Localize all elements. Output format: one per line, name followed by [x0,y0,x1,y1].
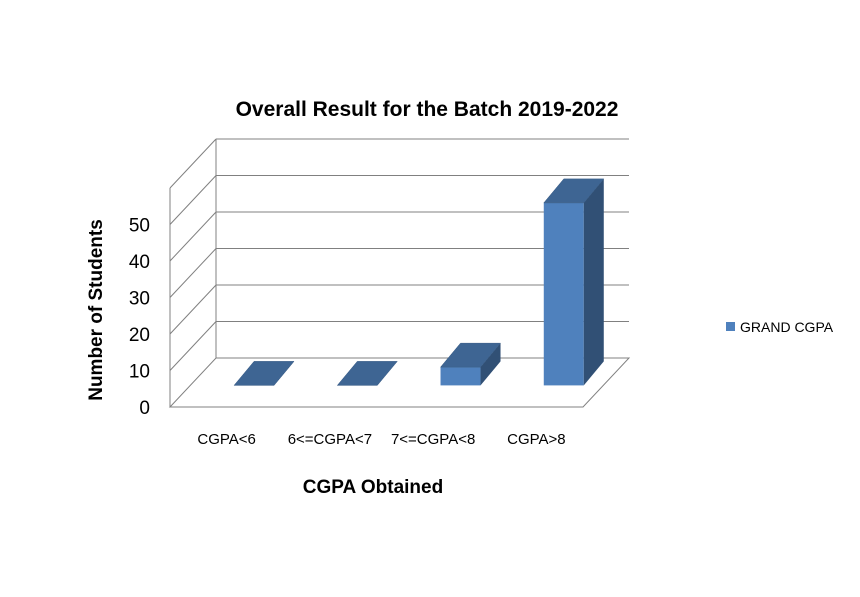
gridline-left [169,321,217,371]
legend-label: GRAND CGPA [740,319,834,335]
bar-side [583,178,604,386]
gridline-left [169,138,217,189]
x-axis-title: CGPA Obtained [303,477,443,498]
gridline-left [169,248,217,298]
bar-top [336,361,398,386]
bar-top [543,178,605,204]
bars [233,178,605,386]
bar-CGPA>8 [543,178,605,386]
y-axis-ticks: 0 10 20 30 40 50 [129,216,150,420]
bar-top [439,342,502,368]
x-tick-label: CGPA<6 [197,431,256,448]
y-axis-title: Number of Students [86,219,107,401]
gridline-left [169,211,217,262]
x-tick-label: CGPA>8 [507,431,566,448]
bar-top [233,361,295,386]
bar-front [543,202,584,386]
bar-6<=CGPA<7 [336,361,398,386]
y-tick-label: 50 [129,216,150,237]
bar-side [480,343,501,386]
y-tick-label: 0 [139,398,150,419]
bar-CGPA<6 [233,361,295,386]
gridline-left [169,284,217,335]
y-tick-label: 30 [129,289,150,310]
bar-front [440,367,481,386]
floor [168,357,631,408]
legend: GRAND CGPA [726,319,834,335]
bar-7<=CGPA<8 [439,342,502,386]
chart-title: Overall Result for the Batch 2019-2022 [236,98,619,121]
gridline-left [169,175,217,225]
y-tick-label: 20 [129,325,150,346]
x-axis-ticks: CGPA<6 6<=CGPA<7 7<=CGPA<8 CGPA>8 [197,431,565,448]
x-tick-label: 6<=CGPA<7 [288,431,372,448]
legend-swatch [726,322,735,331]
y-tick-label: 10 [129,362,150,383]
y-tick-label: 40 [129,252,150,273]
x-tick-label: 7<=CGPA<8 [391,431,475,448]
